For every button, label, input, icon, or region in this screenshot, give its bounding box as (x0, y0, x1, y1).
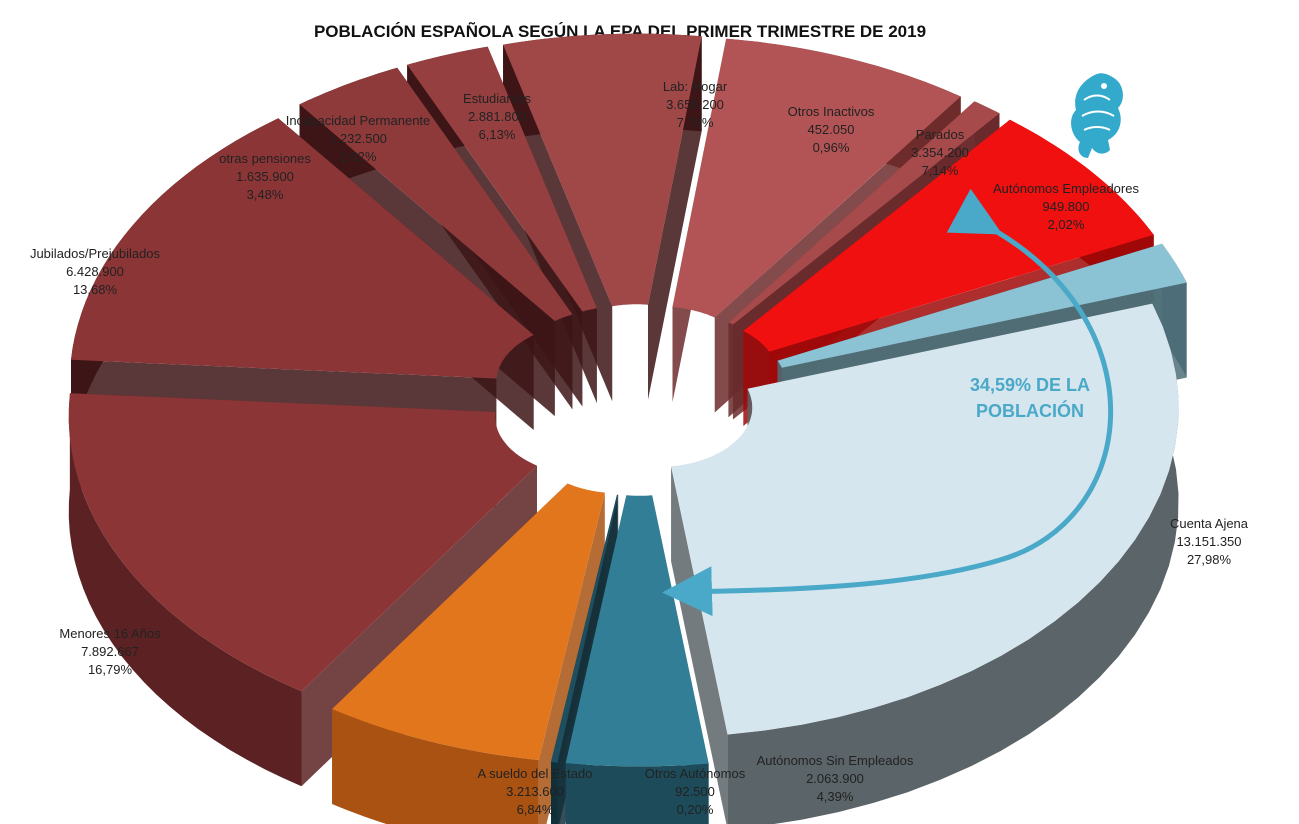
slice-label-pct: 3,48% (246, 187, 284, 202)
population-annotation: 34,59% DE LA POBLACIÓN (940, 372, 1120, 424)
slice-label-value: 3.658.200 (666, 97, 724, 112)
slice-label-label: otras pensiones (219, 151, 311, 166)
slice-label-pct: 7,14% (921, 163, 959, 178)
slice-label: Autónomos Empleadores 949.800 2,02% (976, 180, 1156, 234)
slice-top (332, 483, 605, 760)
annotation-line-2: POBLACIÓN (976, 401, 1084, 421)
slice-label-label: Parados (915, 127, 965, 142)
slice-label: Otros Inactivos 452.050 0,96% (741, 103, 921, 157)
annotation-arrow (662, 188, 1114, 617)
slice-label-pct: 27,98% (1186, 552, 1232, 567)
slice-label-value: 2.881.800 (468, 109, 526, 124)
slice-label: A sueldo del Estado 3.213.600 6,84% (445, 765, 625, 819)
slice-label-pct: 2,02% (1047, 217, 1085, 232)
slice-label-pct: 7,78% (676, 115, 714, 130)
slice-label-label: Autónomos Empleadores (993, 181, 1139, 196)
slice-top (407, 46, 597, 312)
slice-label-value: 452.050 (807, 122, 855, 137)
slice-label-value: 1.232.500 (329, 131, 387, 146)
slice-label-label: Incapacidad Permanente (285, 113, 431, 128)
slice-label-pct: 6,84% (516, 802, 554, 817)
slice-label-label: Menores 16 Años (59, 626, 161, 641)
slice-label-pct: 0,96% (812, 140, 850, 155)
slice-label-label: A sueldo del Estado (477, 766, 593, 781)
slice-top (299, 67, 573, 322)
slice-wall (538, 492, 605, 824)
slice-side (68, 393, 302, 787)
slice-label-pct: 2,62% (339, 149, 377, 164)
slice-label-pct: 4,39% (816, 789, 854, 804)
slice-label-label: Otros Inactivos (787, 104, 875, 119)
slice-label: Parados 3.354.200 7,14% (850, 126, 1030, 180)
slice-label-value: 7.892.667 (81, 644, 139, 659)
slice-label: Menores 16 Años 7.892.667 16,79% (20, 625, 200, 679)
slice-label-label: Lab: Hogar (662, 79, 728, 94)
slice-label: Lab: Hogar 3.658.200 7,78% (605, 78, 785, 132)
slice-label-value: 13.151.350 (1176, 534, 1242, 549)
slice-label-value: 6.428.900 (66, 264, 124, 279)
slice-label-label: Otros Autónomos (644, 766, 746, 781)
slice-label: otras pensiones 1.635.900 3,48% (175, 150, 355, 204)
annotation-line-1: 34,59% DE LA (969, 375, 1091, 395)
slice-label-value: 3.354.200 (911, 145, 969, 160)
slice-side (565, 763, 709, 824)
slice-top (565, 495, 709, 767)
slice-top (503, 33, 702, 307)
slice-label-value: 949.800 (1042, 199, 1090, 214)
slice-label-value: 92.500 (675, 784, 715, 799)
slice-label: Estudiantes 2.881.800 6,13% (407, 90, 587, 144)
slice-label-label: Estudiantes (463, 91, 531, 106)
slice-top (71, 118, 534, 379)
slice-side (727, 303, 1179, 824)
slice-label: Autónomos Sin Empleados 2.063.900 4,39% (745, 752, 925, 806)
slice-label-pct: 0,20% (676, 802, 714, 817)
griffin-logo-icon (1071, 73, 1123, 158)
slice-label-value: 2.063.900 (806, 771, 864, 786)
slice-label-pct: 13,68% (72, 282, 118, 297)
slice-label-pct: 16,79% (87, 662, 133, 677)
pie-slice-a-sueldo-del-estado (332, 483, 605, 824)
slice-label-label: Cuenta Ajena (1169, 516, 1249, 531)
slice-label-value: 3.213.600 (506, 784, 564, 799)
slice-label-label: Jubilados/Prejubilados (29, 246, 161, 261)
slice-top (551, 494, 619, 763)
slice-top (68, 393, 538, 692)
pie-slice-autónomos-sin-empleados (565, 495, 709, 824)
slice-label: Jubilados/Prejubilados 6.428.900 13,68% (5, 245, 185, 299)
slice-label: Incapacidad Permanente 1.232.500 2,62% (268, 112, 448, 166)
slice-wall (551, 494, 618, 824)
pie-slice-jubilados-prejubilados (71, 118, 534, 474)
slice-label: Otros Autónomos 92.500 0,20% (605, 765, 785, 819)
slice-label-label: Autónomos Sin Empleados (756, 753, 914, 768)
chart-title: POBLACIÓN ESPAÑOLA SEGÚN LA EPA DEL PRIM… (313, 22, 927, 41)
slice-label-value: 1.635.900 (236, 169, 294, 184)
slice-label-pct: 6,13% (478, 127, 516, 142)
slice-label: Cuenta Ajena 13.151.350 27,98% (1119, 515, 1299, 569)
